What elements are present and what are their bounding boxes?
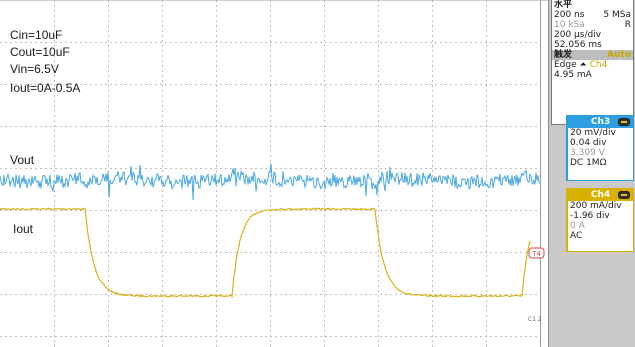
c12-marker: C1 2 (528, 316, 542, 323)
ch3-scale: 20 mV/div (570, 128, 616, 138)
cin-label: Cin=10uF (10, 28, 63, 42)
rising-edge-icon: ⏶ (579, 60, 587, 70)
trigger-level: 4.95 mA (554, 70, 592, 80)
trigger-header[interactable]: 触发 Auto (552, 50, 633, 60)
ch4-header[interactable]: Ch4 (568, 189, 633, 201)
t4-marker[interactable]: T4 (528, 247, 545, 259)
ch3-toggle-icon[interactable] (618, 118, 630, 126)
vout-trace-label: Vout (10, 153, 35, 167)
scope-display: T4 C1 2 Cin=10uF Cout=10uF Vin=6.5V Iout… (0, 0, 548, 347)
side-panel: 水平 200 ns 5 MSa 10 kSa R 200 µs/div 52.0… (548, 0, 635, 347)
ch4-offset-div: -1.96 div (570, 211, 610, 221)
svg-text:C1 2: C1 2 (528, 316, 542, 323)
ch4-toggle-icon[interactable] (618, 191, 630, 199)
horizontal-title: 水平 (554, 0, 573, 10)
vin-label: Vin=6.5V (10, 62, 59, 76)
ch3-offset-value: 3.309 V (570, 148, 605, 158)
ch3-offset-div: 0.04 div (570, 138, 607, 148)
ch3-name: Ch3 (590, 117, 611, 127)
horizontal-position: 52.056 ms (554, 40, 602, 50)
time-per-div-short: 200 ns (554, 10, 585, 20)
iout-trace-label: Iout (13, 222, 34, 236)
trigger-title: 触发 (554, 50, 573, 60)
sample-rate: 5 MSa (603, 10, 631, 20)
ch4-coupling: AC (570, 231, 583, 241)
trigger-edge-label: Edge (554, 60, 577, 70)
iout-waveform (0, 207, 531, 298)
cout-label: Cout=10uF (10, 45, 70, 59)
waveform-area: T4 C1 2 (0, 0, 548, 347)
horizontal-rate-row: 200 ns 5 MSa (552, 10, 633, 20)
grid (0, 0, 541, 347)
trigger-source: Ch4 (589, 60, 608, 70)
ch4-settings[interactable]: Ch4 200 mA/div -1.96 div 0 A AC (566, 188, 634, 252)
time-per-div: 200 µs/div (554, 30, 602, 40)
ch4-offset-value: 0 A (570, 221, 585, 231)
trigger-mode: Auto (607, 50, 631, 60)
ch3-header[interactable]: Ch3 (568, 116, 633, 128)
vout-waveform (0, 163, 541, 201)
svg-text:T4: T4 (531, 250, 541, 258)
sample-rate-dim: 10 kSa (554, 20, 585, 30)
horizontal-settings[interactable]: 水平 200 ns 5 MSa 10 kSa R 200 µs/div 52.0… (551, 0, 634, 125)
horizontal-rate-row-dim: 10 kSa R (552, 20, 633, 30)
ch4-name: Ch4 (590, 190, 611, 200)
trigger-edge-row: Edge ⏶ Ch4 (552, 60, 633, 70)
run-flag: R (624, 20, 631, 30)
iout-range-label: Iout=0A-0.5A (10, 81, 81, 95)
ch4-scale: 200 mA/div (570, 201, 622, 211)
ch3-settings[interactable]: Ch3 20 mV/div 0.04 div 3.309 V DC 1MΩ (566, 115, 634, 181)
ch3-coupling: DC 1MΩ (570, 158, 607, 168)
